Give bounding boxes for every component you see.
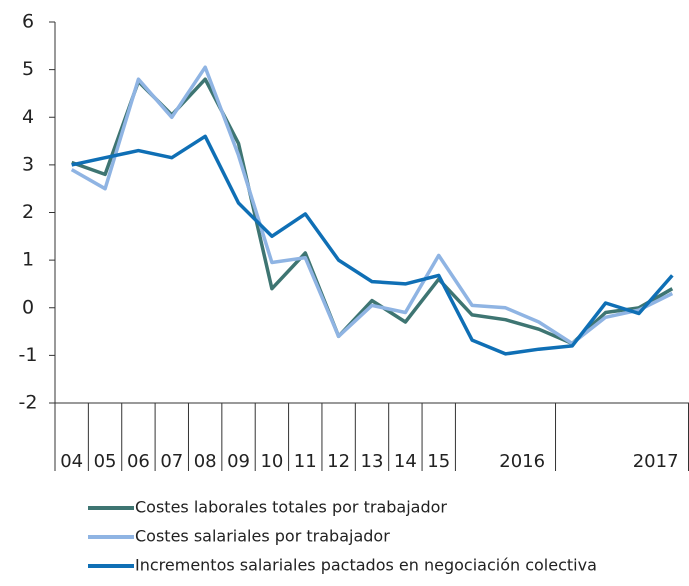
y-tick-label: 6 — [22, 11, 34, 33]
y-tick-label: 1 — [22, 249, 34, 271]
x-tick-label: 05 — [94, 451, 117, 472]
y-tick-label: 4 — [22, 106, 34, 128]
y-tick-label: 0 — [22, 296, 34, 318]
y-tick-label: -1 — [19, 344, 38, 366]
legend-label: Incrementos salariales pactados en negoc… — [135, 556, 597, 575]
legend-label: Costes salariales por trabajador — [135, 527, 390, 546]
y-tick-label: 2 — [22, 201, 34, 223]
x-tick-label: 07 — [160, 451, 183, 472]
x-tick-label: 08 — [194, 451, 217, 472]
x-tick-label: 14 — [394, 451, 417, 472]
y-tick-label: 3 — [22, 153, 34, 175]
y-tick-label: -2 — [19, 392, 38, 414]
x-tick-label: 06 — [127, 451, 150, 472]
x-tick-label: 09 — [227, 451, 250, 472]
x-tick-label: 10 — [260, 451, 283, 472]
x-tick-label: 04 — [60, 451, 83, 472]
x-tick-label: 2016 — [499, 451, 545, 472]
series-line — [71, 134, 674, 356]
x-tick-label: 12 — [327, 451, 350, 472]
x-tick-label: 11 — [294, 451, 317, 472]
legend-label: Costes laborales totales por trabajador — [135, 498, 447, 517]
x-tick-label: 13 — [361, 451, 384, 472]
x-tick-label: 2017 — [633, 451, 679, 472]
y-tick-label: 5 — [22, 58, 34, 80]
x-tick-label: 15 — [427, 451, 450, 472]
